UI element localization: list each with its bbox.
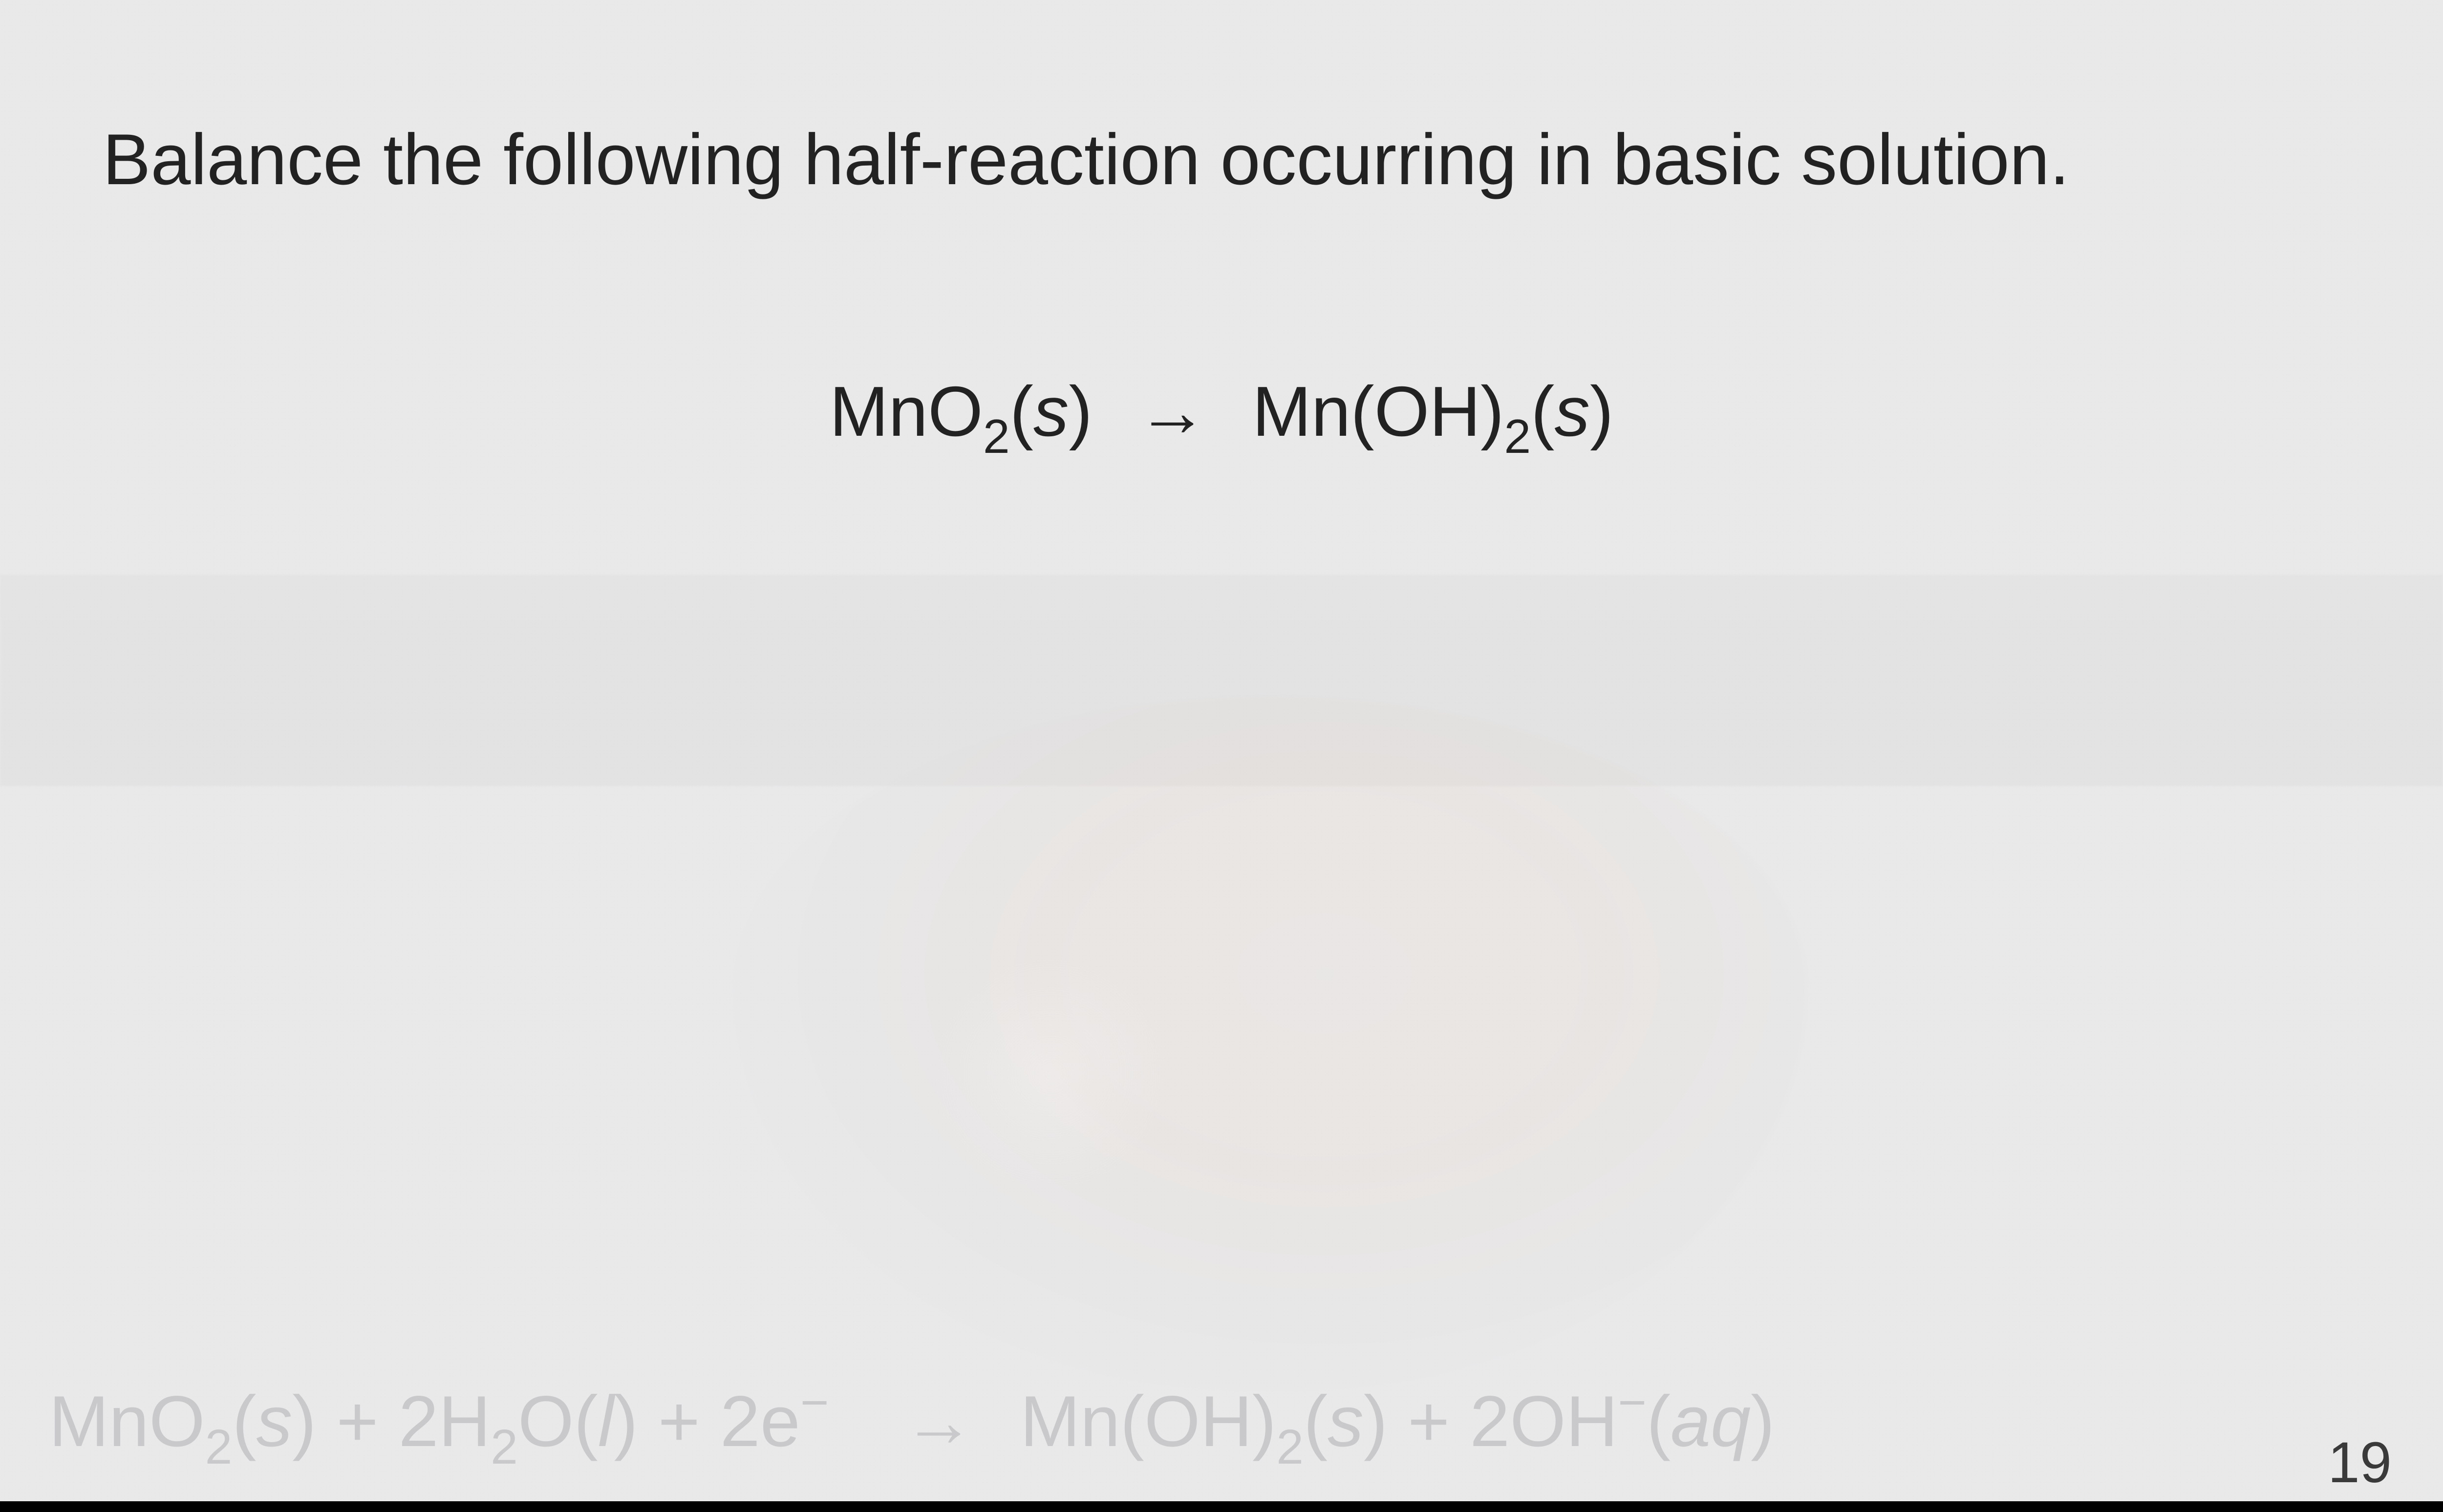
reaction-arrow: → <box>1112 371 1233 452</box>
equation-rhs: Mn(OH)2(s) <box>1252 372 1613 451</box>
species-text: Mn(OH) <box>1252 372 1504 451</box>
species-state: s <box>1033 372 1069 451</box>
species-subscript: 2 <box>1504 409 1531 463</box>
slide-content: Balance the following half-reaction occu… <box>0 0 2443 1512</box>
species-state: s <box>1555 372 1590 451</box>
open-paren: ( <box>1531 372 1554 451</box>
slide: Balance the following half-reaction occu… <box>0 0 2443 1512</box>
close-paren: ) <box>1069 372 1093 451</box>
prompt-text: Balance the following half-reaction occu… <box>103 115 2340 205</box>
unbalanced-equation: MnO2(s) → Mn(OH)2(s) <box>103 371 2340 462</box>
close-paren: ) <box>1590 372 1613 451</box>
species-text: MnO <box>830 372 983 451</box>
equation-lhs: MnO2(s) <box>830 372 1112 451</box>
species-subscript: 2 <box>983 409 1010 463</box>
open-paren: ( <box>1010 372 1033 451</box>
